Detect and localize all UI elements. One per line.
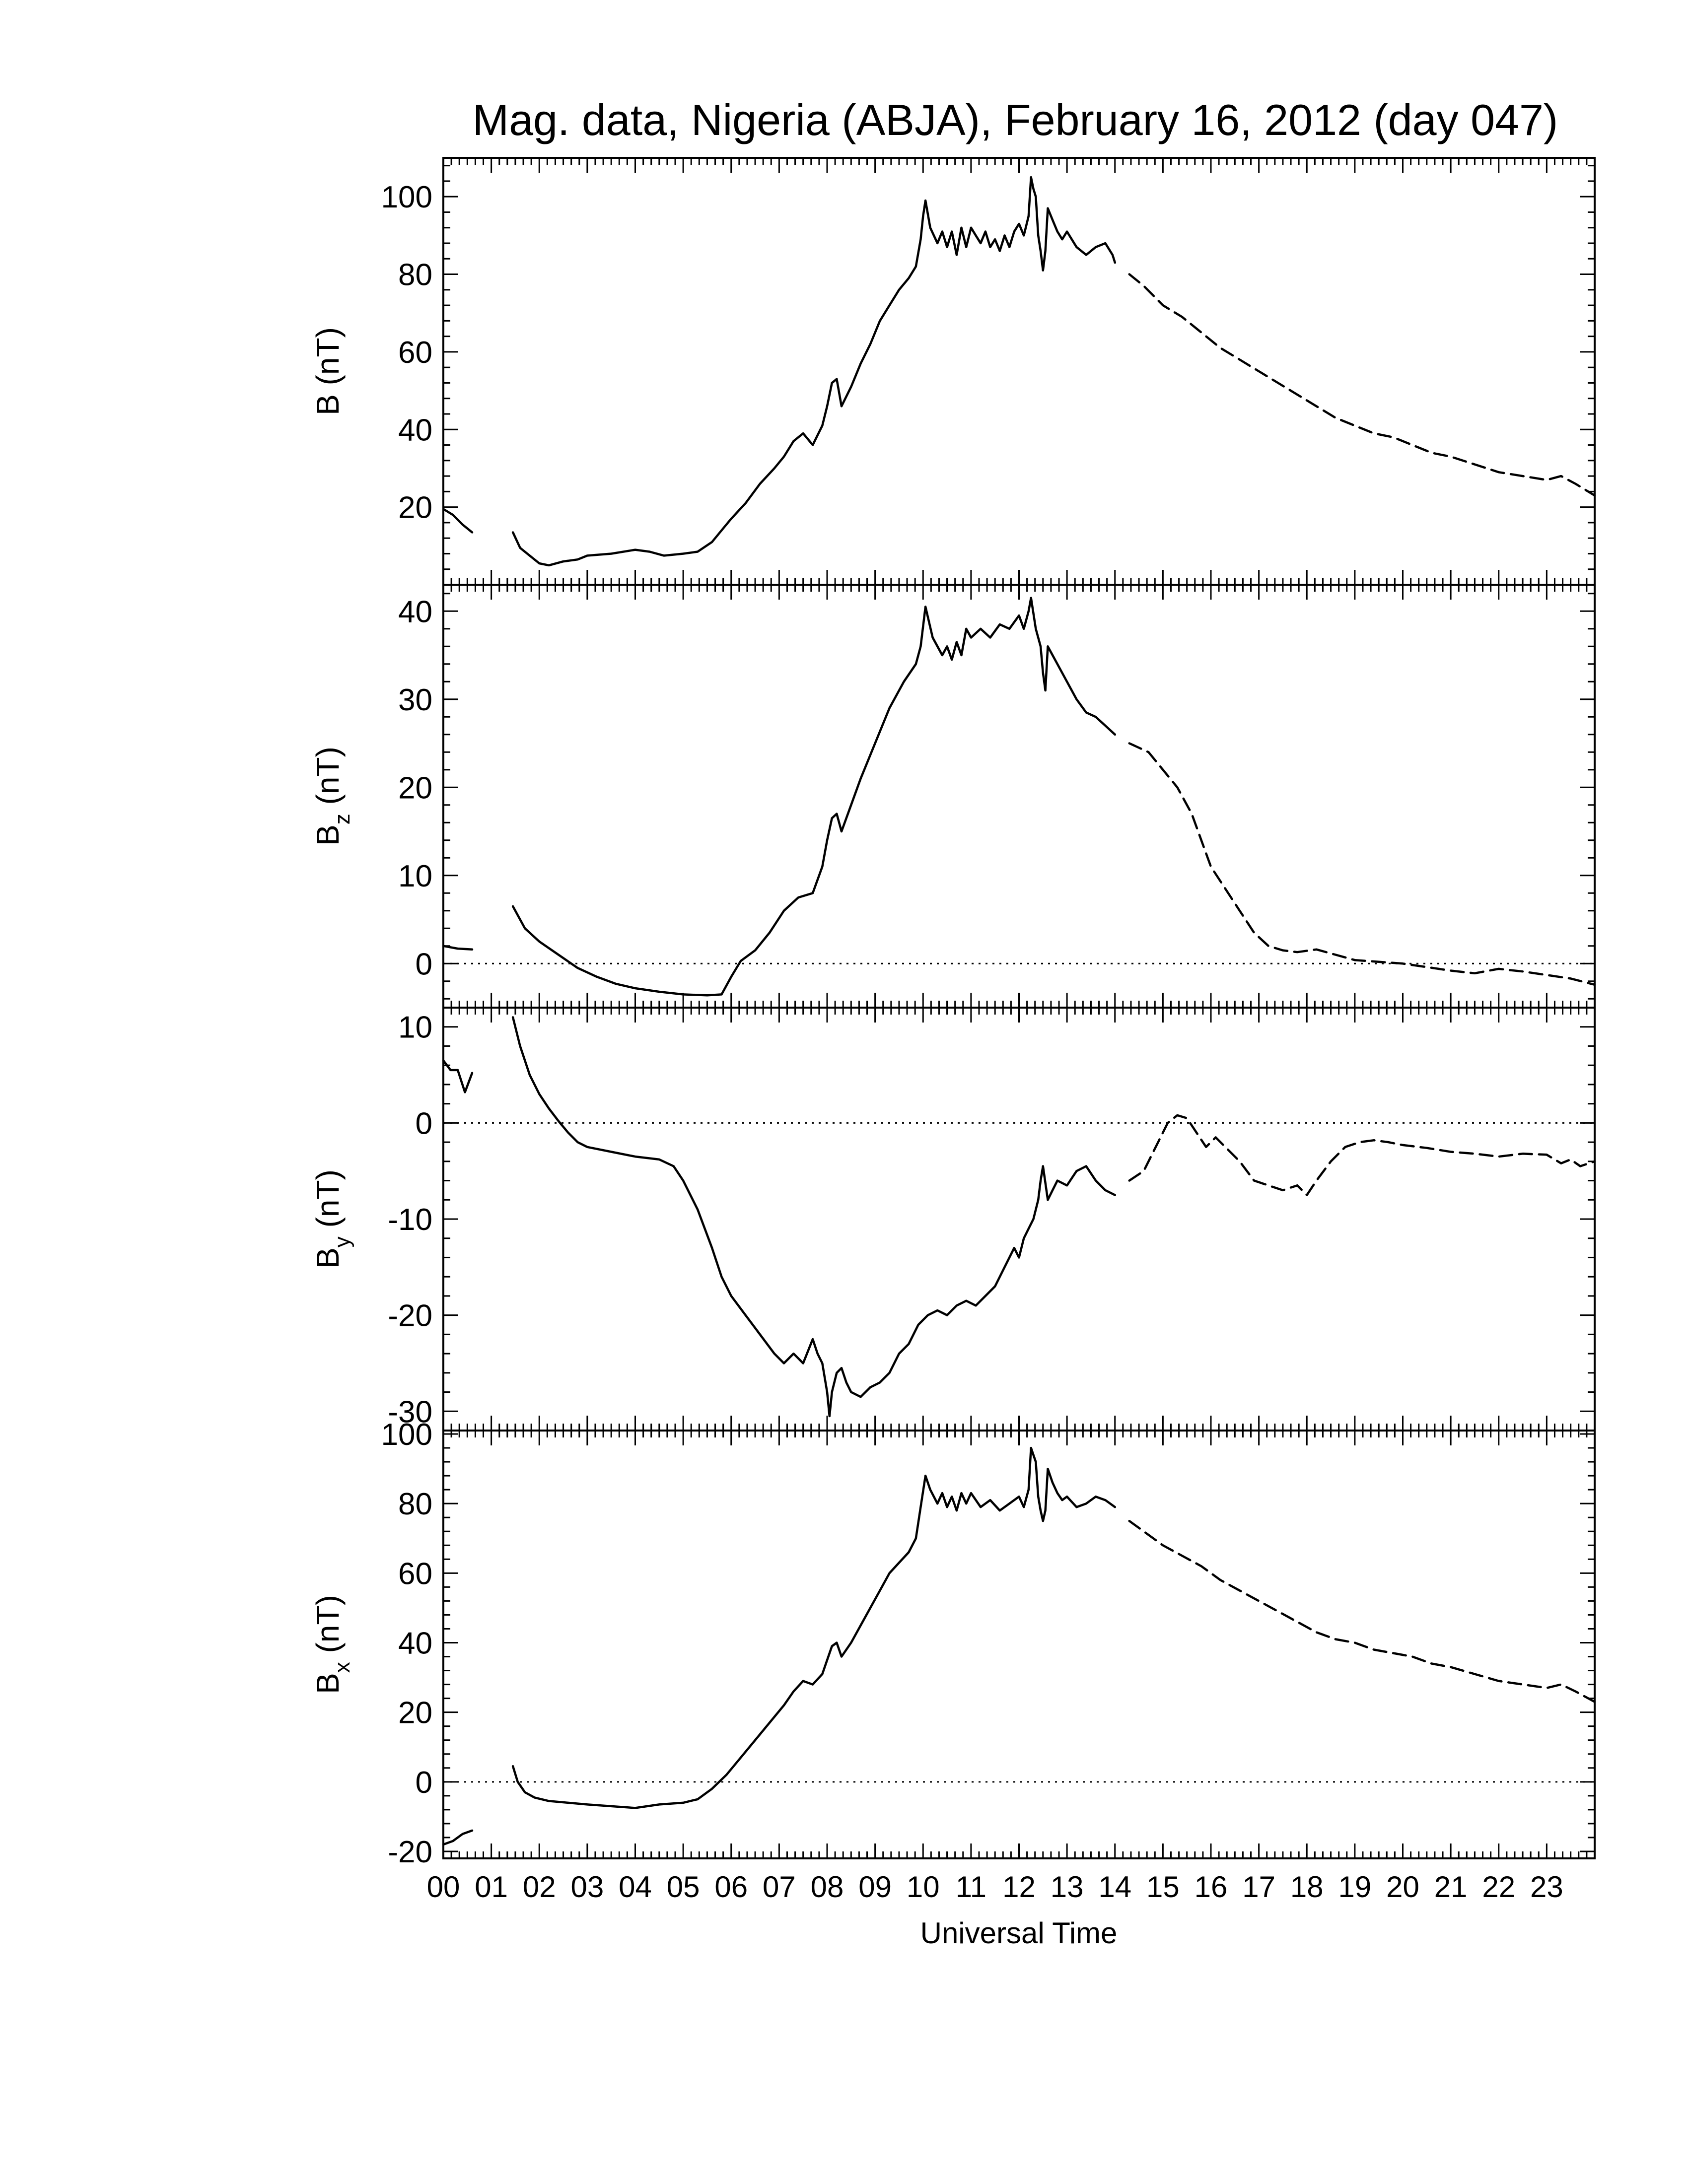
x-tick-label: 06 (714, 1870, 748, 1904)
y-tick-label: 40 (398, 1626, 432, 1660)
y-axis-label: By (nT) (310, 1169, 354, 1269)
x-tick-label: 03 (571, 1870, 604, 1904)
y-tick-label: -30 (388, 1395, 432, 1429)
y-tick-label: 80 (398, 1487, 432, 1521)
panel-B: 20 40 60 80 100 B (nT) (310, 157, 1596, 586)
panel-frame (442, 1007, 1596, 1432)
y-tick-label: 20 (398, 1696, 432, 1730)
y-axis-label: Bz (nT) (310, 747, 354, 846)
series-line-B (511, 176, 1117, 567)
y-tick-label: 10 (398, 859, 432, 893)
y-tick-label: -10 (388, 1203, 432, 1237)
series-line-Bx (442, 1829, 474, 1846)
x-tick-label: 00 (427, 1870, 460, 1904)
x-tick-label: 07 (763, 1870, 796, 1904)
y-tick-label: 60 (398, 1557, 432, 1591)
x-tick-label: 21 (1434, 1870, 1468, 1904)
x-tick-label: 13 (1051, 1870, 1084, 1904)
series-line-Bx (511, 1446, 1117, 1809)
x-axis-tick-labels: 00 01 02 03 04 05 06 07 08 09 10 11 12 13 14 15 16 17 18 19… (427, 1870, 1563, 1904)
x-tick-label: 14 (1098, 1870, 1131, 1904)
series-line-Bx (1128, 1519, 1596, 1703)
y-tick-label: 0 (416, 947, 432, 981)
y-axis-label: B (nT) (310, 327, 346, 415)
x-tick-label: 22 (1482, 1870, 1515, 1904)
x-tick-label: 23 (1530, 1870, 1563, 1904)
x-tick-label: 12 (1002, 1870, 1036, 1904)
panel-By: -30 -20 -10 0 10 By (nT) (310, 1007, 1596, 1432)
x-tick-label: 01 (475, 1870, 508, 1904)
x-tick-label: 04 (619, 1870, 652, 1904)
y-tick-label: -20 (388, 1299, 432, 1333)
panel-frame (442, 1430, 1596, 1859)
y-axis-label: Bx (nT) (310, 1595, 354, 1694)
y-tick-label: 0 (416, 1766, 432, 1800)
y-tick-label: 0 (416, 1106, 432, 1141)
y-tick-label: 20 (398, 491, 432, 525)
y-tick-label: 10 (398, 1011, 432, 1045)
series-line-B (1128, 273, 1596, 497)
y-tick-label: 80 (398, 258, 432, 292)
y-tick-label: 100 (381, 180, 432, 214)
y-tick-label: 60 (398, 336, 432, 370)
series-line-By (511, 1016, 1117, 1418)
series-line-Bz (1128, 742, 1596, 986)
x-tick-label: 09 (858, 1870, 892, 1904)
series-line-B (442, 508, 474, 534)
x-tick-label: 08 (811, 1870, 844, 1904)
panel-Bx: -20 0 20 40 60 80 100 Bx (nT) (310, 1418, 1596, 1869)
x-tick-label: 17 (1242, 1870, 1275, 1904)
series-line-By (442, 1059, 474, 1093)
y-tick-label: 100 (381, 1418, 432, 1452)
y-tick-label: 30 (398, 683, 432, 717)
panel-Bz: 0 10 20 30 40 Bz (nT) (310, 584, 1596, 1009)
x-tick-label: 10 (907, 1870, 940, 1904)
x-tick-label: 16 (1195, 1870, 1228, 1904)
panel-frame (442, 157, 1596, 586)
panel-frame (442, 584, 1596, 1009)
y-tick-label: -20 (388, 1835, 432, 1869)
y-tick-label: 40 (398, 413, 432, 447)
y-tick-label: 40 (398, 595, 432, 629)
x-tick-label: 18 (1290, 1870, 1324, 1904)
y-tick-label: 20 (398, 771, 432, 805)
x-axis-label: Universal Time (920, 1916, 1118, 1950)
x-tick-label: 05 (667, 1870, 700, 1904)
x-tick-label: 19 (1338, 1870, 1372, 1904)
x-tick-label: 15 (1146, 1870, 1180, 1904)
x-tick-label: 02 (523, 1870, 556, 1904)
x-tick-label: 11 (956, 1870, 986, 1904)
series-line-Bz (442, 945, 474, 951)
chart-title: Mag. data, Nigeria (ABJA), February 16, … (473, 95, 1558, 144)
x-tick-label: 20 (1386, 1870, 1419, 1904)
series-line-By (1128, 1114, 1596, 1196)
series-line-Bz (511, 597, 1117, 997)
